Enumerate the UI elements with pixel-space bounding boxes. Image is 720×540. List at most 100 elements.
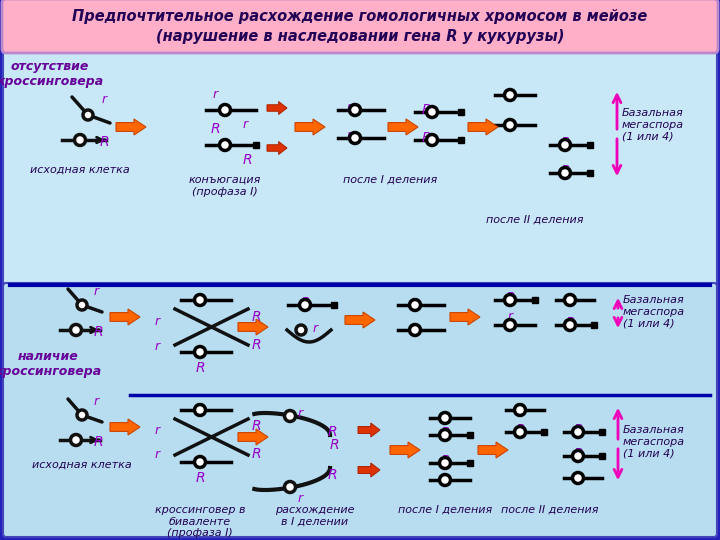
Polygon shape	[345, 312, 375, 328]
Text: R: R	[560, 136, 570, 150]
Text: r: r	[567, 291, 572, 304]
Text: Предпочтительное расхождение гомологичных хромосом в мейозе: Предпочтительное расхождение гомологичны…	[73, 9, 647, 24]
Text: r: r	[298, 492, 303, 505]
Text: R: R	[300, 296, 310, 310]
Circle shape	[439, 475, 451, 485]
Polygon shape	[295, 119, 325, 135]
Text: r: r	[413, 321, 418, 334]
Text: (нарушение в наследовании гена R у кукурузы): (нарушение в наследовании гена R у кукур…	[156, 29, 564, 44]
Circle shape	[71, 325, 81, 335]
Circle shape	[71, 435, 81, 446]
Circle shape	[559, 139, 570, 151]
Circle shape	[439, 457, 451, 469]
Circle shape	[194, 294, 205, 306]
Polygon shape	[116, 119, 146, 135]
Circle shape	[77, 300, 87, 310]
Text: R: R	[210, 122, 220, 136]
Text: r: r	[102, 93, 107, 106]
Text: после I деления: после I деления	[343, 175, 437, 185]
Text: R: R	[243, 153, 253, 167]
Text: R: R	[573, 423, 582, 437]
Text: R: R	[100, 135, 109, 149]
Circle shape	[505, 90, 516, 100]
Text: кроссинговер в
биваленте
(профаза I): кроссинговер в биваленте (профаза I)	[155, 505, 246, 538]
Text: r: r	[313, 322, 318, 335]
Text: r: r	[212, 88, 217, 101]
Text: r: r	[413, 296, 418, 309]
Circle shape	[572, 427, 583, 437]
Text: конъюгация
(профаза I): конъюгация (профаза I)	[189, 175, 261, 197]
Circle shape	[505, 294, 516, 306]
Text: после II деления: после II деления	[501, 505, 599, 515]
Text: r: r	[155, 315, 160, 328]
Circle shape	[426, 134, 438, 145]
Circle shape	[572, 450, 583, 462]
Text: r: r	[197, 291, 202, 304]
Circle shape	[220, 139, 230, 151]
Circle shape	[559, 167, 570, 179]
Text: R: R	[328, 425, 338, 439]
Text: R: R	[330, 438, 340, 452]
Circle shape	[220, 105, 230, 116]
Text: Базальная
мегаспора
(1 или 4): Базальная мегаспора (1 или 4)	[622, 109, 684, 141]
Circle shape	[194, 347, 205, 357]
FancyBboxPatch shape	[2, 0, 718, 53]
Circle shape	[284, 410, 295, 422]
Text: R: R	[516, 423, 525, 437]
Text: R: R	[421, 131, 431, 145]
Text: r: r	[298, 407, 303, 420]
Text: R: R	[252, 338, 261, 352]
Text: R: R	[94, 435, 104, 449]
Text: r: r	[575, 469, 580, 482]
Polygon shape	[110, 309, 140, 325]
Text: R: R	[440, 426, 450, 440]
Circle shape	[349, 105, 361, 116]
Text: R: R	[440, 454, 450, 468]
Text: после II деления: после II деления	[486, 215, 584, 225]
Text: R: R	[94, 325, 104, 339]
Text: r: r	[346, 101, 351, 114]
Text: r: r	[155, 424, 160, 437]
FancyBboxPatch shape	[3, 49, 717, 285]
Circle shape	[439, 413, 451, 423]
FancyBboxPatch shape	[3, 283, 717, 537]
Text: после I деления: после I деления	[398, 505, 492, 515]
Text: r: r	[518, 401, 523, 414]
Polygon shape	[450, 309, 480, 325]
Polygon shape	[388, 119, 418, 135]
Circle shape	[515, 427, 526, 437]
Text: r: r	[346, 129, 351, 142]
Text: R: R	[195, 361, 204, 375]
Circle shape	[77, 410, 87, 420]
Text: R: R	[565, 316, 575, 330]
Text: r: r	[197, 401, 202, 414]
Text: r: r	[508, 86, 513, 99]
Text: R: R	[421, 103, 431, 117]
Polygon shape	[390, 442, 420, 458]
Text: r: r	[94, 395, 99, 408]
Text: r: r	[508, 310, 513, 323]
Polygon shape	[358, 463, 380, 477]
Circle shape	[439, 429, 451, 441]
Polygon shape	[238, 319, 268, 335]
Text: r: r	[155, 340, 160, 353]
Text: r: r	[508, 116, 513, 129]
Text: R: R	[505, 291, 515, 305]
Text: исходная клетка: исходная клетка	[30, 165, 130, 175]
Polygon shape	[267, 141, 287, 154]
Text: R: R	[252, 419, 261, 433]
Circle shape	[515, 404, 526, 415]
Text: r: r	[155, 448, 160, 461]
Text: R: R	[195, 471, 204, 485]
Circle shape	[572, 472, 583, 483]
Circle shape	[300, 300, 310, 310]
Text: r: r	[442, 409, 448, 422]
Polygon shape	[238, 429, 268, 445]
Polygon shape	[358, 423, 380, 437]
Circle shape	[410, 300, 420, 310]
Circle shape	[426, 106, 438, 118]
Circle shape	[194, 456, 205, 468]
Polygon shape	[478, 442, 508, 458]
Text: r: r	[94, 285, 99, 298]
Text: R: R	[252, 310, 261, 324]
